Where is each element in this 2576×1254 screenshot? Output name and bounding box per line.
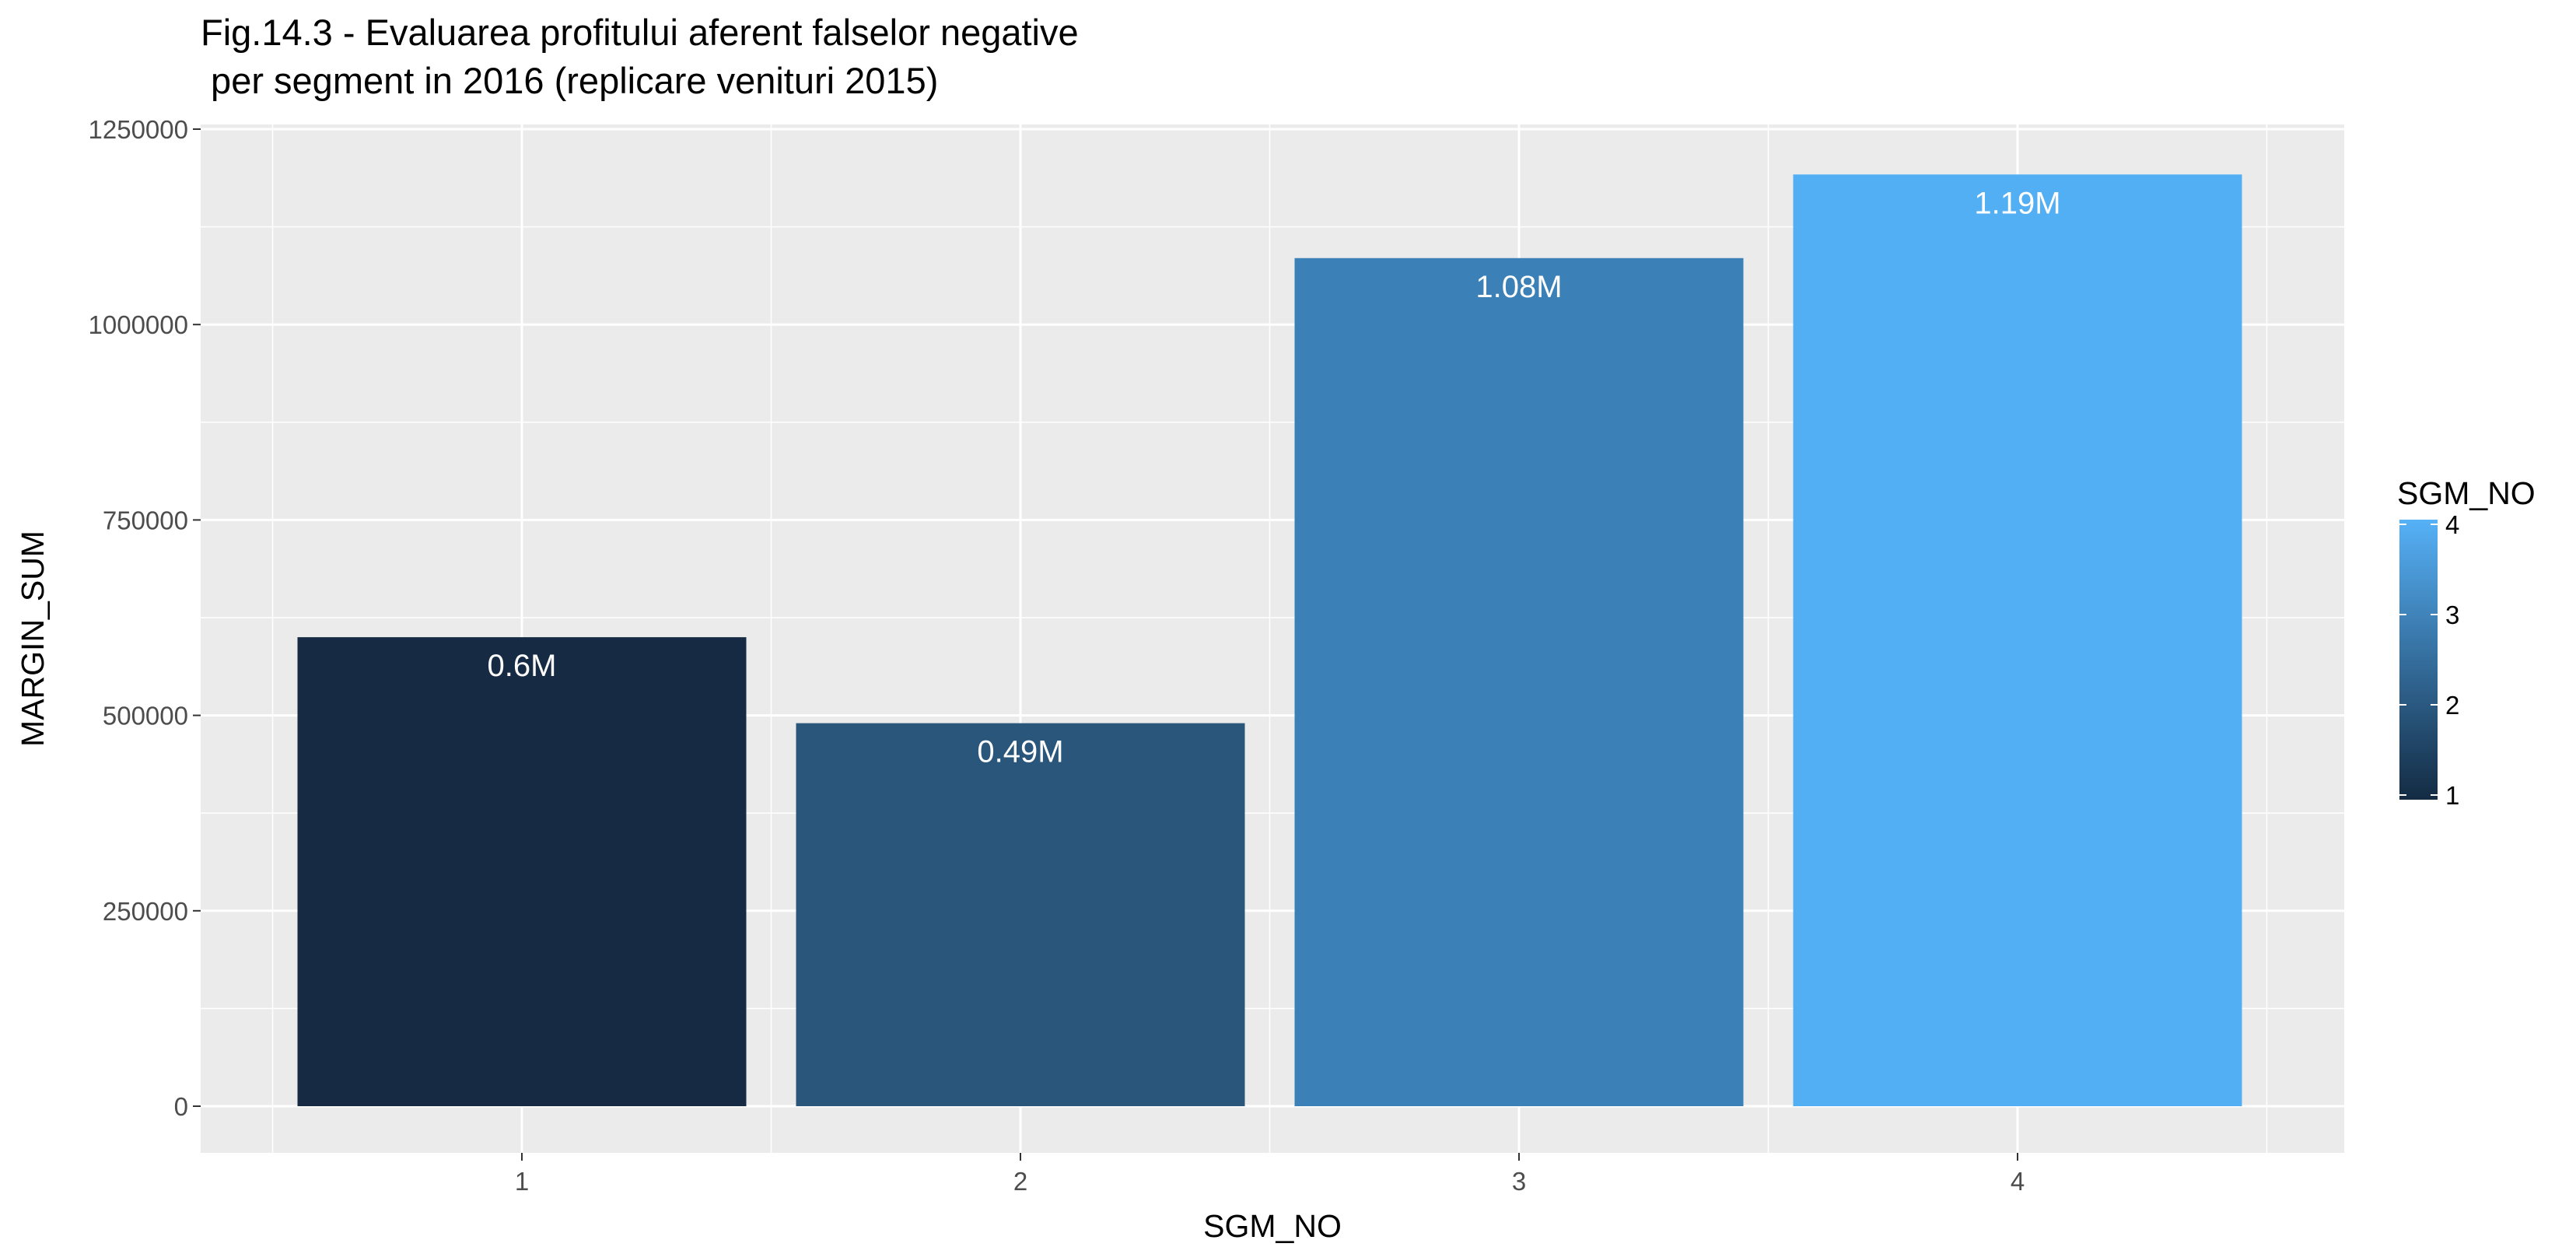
legend-title: SGM_NO — [2397, 475, 2536, 511]
y-tick-label: 500000 — [103, 702, 188, 730]
x-tick-label: 2 — [1013, 1167, 1027, 1196]
bar-2 — [796, 723, 1245, 1106]
bars — [297, 174, 2242, 1106]
chart-title-line-1: Fig.14.3 - Evaluarea profitului aferent … — [201, 12, 1079, 53]
y-tick-label: 1250000 — [89, 115, 188, 144]
legend-label: 2 — [2445, 691, 2459, 720]
y-axis: 0 250000 500000 750000 1000000 1250000 — [89, 115, 201, 1121]
y-axis-title: MARGIN_SUM — [15, 531, 51, 747]
y-tick-label: 750000 — [103, 506, 188, 534]
legend-label: 3 — [2445, 601, 2459, 629]
data-label-1: 0.6M — [488, 649, 557, 683]
x-axis: 1 2 3 4 — [515, 1153, 2025, 1196]
bar-1 — [297, 637, 747, 1106]
x-axis-title: SGM_NO — [1203, 1208, 1342, 1244]
legend-ticks: 4 3 2 1 — [2399, 510, 2459, 810]
data-label-4: 1.19M — [1974, 186, 2060, 220]
data-label-2: 0.49M — [977, 735, 1063, 769]
bar-4 — [1793, 174, 2242, 1106]
legend-label: 1 — [2445, 781, 2459, 810]
y-tick-label: 0 — [174, 1092, 188, 1121]
legend: SGM_NO 4 3 2 1 — [2397, 475, 2536, 810]
legend-label: 4 — [2445, 510, 2459, 539]
legend-colorbar — [2399, 520, 2438, 800]
bar-3 — [1294, 257, 1744, 1106]
x-tick-label: 3 — [1512, 1167, 1526, 1196]
data-labels: 0.6M 0.49M 1.08M 1.19M — [488, 186, 2061, 769]
x-tick-label: 4 — [2011, 1167, 2025, 1196]
y-tick-label: 250000 — [103, 897, 188, 926]
chart-title-line-2: per segment in 2016 (replicare venituri … — [201, 60, 938, 101]
x-tick-label: 1 — [515, 1167, 529, 1196]
y-tick-label: 1000000 — [89, 310, 188, 339]
data-label-3: 1.08M — [1475, 270, 1562, 304]
